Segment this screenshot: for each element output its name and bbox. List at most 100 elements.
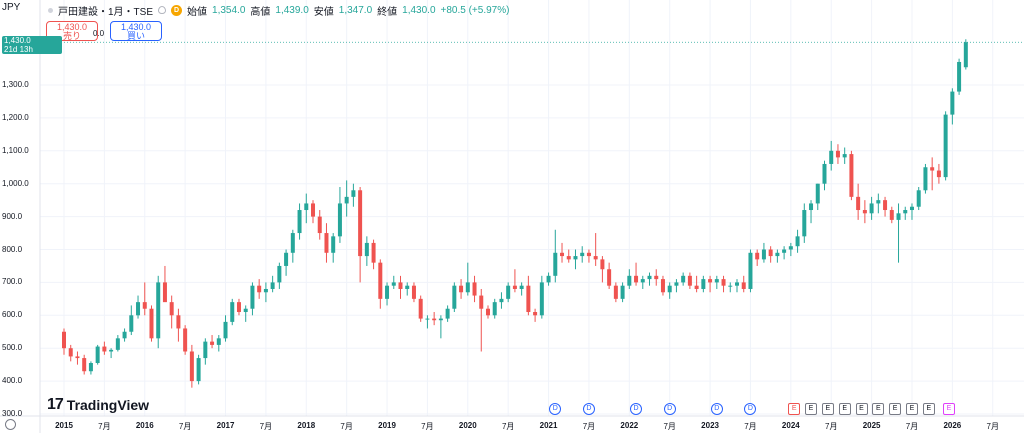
earnings-marker[interactable]: E	[889, 403, 902, 415]
candle-body	[102, 346, 107, 352]
candle	[600, 256, 605, 283]
candle	[378, 259, 383, 309]
candle	[930, 157, 935, 191]
x-tick-label: 2015	[55, 421, 73, 430]
candle	[647, 272, 652, 286]
sell-label: 売り	[62, 31, 81, 41]
earnings-marker[interactable]: E	[821, 403, 834, 415]
candle	[136, 295, 141, 319]
candle-body	[586, 252, 591, 257]
currency-label[interactable]: JPY	[2, 2, 21, 13]
symbol-title[interactable]: 戸田建設・1月・TSE	[58, 6, 154, 18]
candle-body	[405, 285, 410, 289]
candle-body	[425, 318, 430, 320]
candle-body	[809, 203, 814, 211]
candle-body	[331, 236, 336, 253]
candle-body	[869, 203, 874, 214]
candle	[425, 315, 430, 329]
y-tick-label: 700.0	[2, 277, 23, 287]
candle-body	[856, 196, 861, 211]
dividend-d-icon[interactable]: D	[171, 4, 183, 16]
visibility-dot-icon[interactable]	[48, 7, 53, 13]
candle-body	[694, 285, 699, 289]
candle	[169, 295, 174, 329]
candle	[620, 282, 625, 303]
candle	[869, 196, 874, 220]
candle	[916, 186, 921, 211]
candle-body	[506, 285, 511, 299]
candle-body	[75, 356, 80, 359]
earnings-marker[interactable]: E	[872, 403, 885, 415]
current-price-tag: 1,430.0 21d 13h	[2, 36, 62, 55]
dividend-marker[interactable]: D	[549, 403, 562, 415]
candle-body	[479, 295, 484, 309]
candle-body	[351, 190, 356, 197]
candle	[842, 147, 847, 164]
candle-body	[344, 196, 349, 204]
candle	[358, 186, 363, 283]
earnings-marker[interactable]: E	[788, 403, 801, 415]
candle	[418, 295, 423, 322]
candle-body	[580, 252, 585, 257]
candle-body	[539, 282, 544, 316]
earnings-marker[interactable]: E	[922, 403, 935, 415]
candle	[741, 275, 746, 293]
logo-text: TradingView	[66, 397, 150, 413]
y-tick-label: 800.0	[2, 244, 23, 254]
dividend-marker[interactable]: D	[744, 403, 757, 415]
spread-value: 0.0	[93, 29, 105, 38]
candle	[203, 338, 208, 365]
settings-gear-icon[interactable]	[5, 419, 16, 430]
candle-body	[553, 252, 558, 276]
candles	[62, 39, 968, 388]
candle	[553, 229, 558, 283]
eye-icon[interactable]	[158, 6, 167, 14]
candle	[856, 183, 861, 220]
earnings-marker[interactable]: E	[855, 403, 868, 415]
candle-body	[243, 308, 248, 313]
x-tick-label: 2022	[620, 421, 639, 430]
candle	[492, 298, 497, 319]
candle	[88, 361, 93, 375]
candle	[324, 223, 329, 263]
candle	[129, 305, 134, 336]
candle	[270, 275, 275, 293]
x-tick-label: 7月	[744, 422, 757, 431]
candle	[761, 242, 766, 263]
candle-body	[337, 203, 342, 237]
buy-button[interactable]: 1,430.0 買い	[110, 21, 162, 41]
candle	[923, 163, 928, 194]
x-tick-label: 7月	[582, 422, 596, 431]
earnings-marker[interactable]: E	[942, 403, 955, 415]
open-label: 始値	[187, 6, 208, 18]
candle	[950, 88, 955, 125]
candle	[755, 249, 760, 266]
candle-body	[627, 275, 632, 286]
candle-body	[546, 275, 551, 283]
candle-body	[620, 285, 625, 299]
candle-body	[317, 216, 322, 234]
candle	[849, 150, 854, 201]
candle-body	[909, 206, 914, 211]
candle	[681, 272, 686, 286]
candle-body	[593, 256, 598, 260]
earnings-marker[interactable]: E	[805, 403, 818, 415]
y-tick-label: 1,200.0	[2, 112, 29, 122]
candle-body	[122, 331, 127, 339]
candle	[371, 239, 376, 270]
tradingview-logo[interactable]: 17 TradingView	[47, 396, 149, 414]
dividend-marker[interactable]: D	[710, 403, 723, 415]
sell-button[interactable]: 1,430.0 売り	[46, 21, 98, 41]
candle-body	[196, 358, 201, 382]
earnings-marker[interactable]: E	[838, 403, 851, 415]
candle-body	[109, 349, 114, 352]
candle	[613, 282, 618, 303]
candle-body	[660, 279, 665, 293]
symbol-legend: 戸田建設・1月・TSE D 始値 1,354.0 高値 1,439.0 安値 1,34…	[48, 2, 509, 18]
dividend-marker[interactable]: D	[630, 403, 643, 415]
dividend-marker[interactable]: D	[663, 403, 676, 415]
earnings-marker[interactable]: E	[905, 403, 918, 415]
candle	[317, 210, 322, 240]
dividend-marker[interactable]: D	[582, 403, 595, 415]
